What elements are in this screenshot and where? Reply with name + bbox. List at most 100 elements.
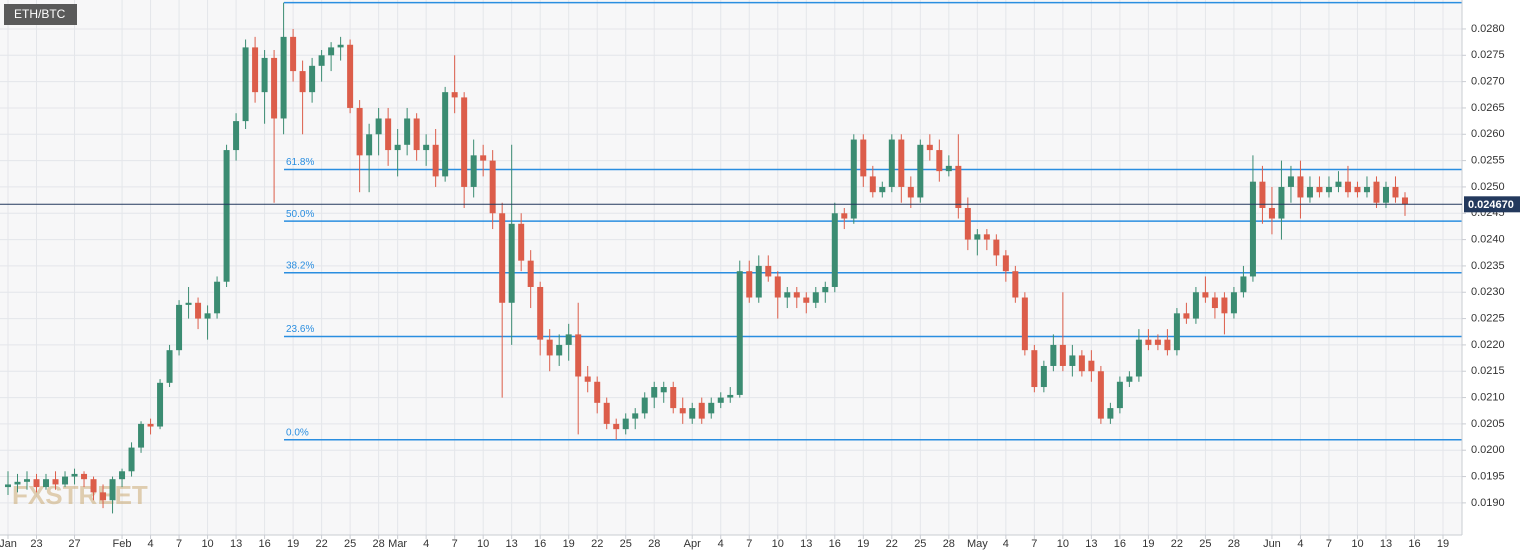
candle-body <box>185 302 192 305</box>
x-tick-label: 13 <box>230 538 242 550</box>
candle-body <box>860 139 867 177</box>
candle-body <box>309 65 316 93</box>
y-tick-label: 0.0270 <box>1471 76 1505 88</box>
candle-body <box>347 44 354 108</box>
candle-body <box>328 47 335 56</box>
candle-body <box>90 479 97 493</box>
y-tick-label: 0.0250 <box>1471 181 1505 193</box>
fib-label: 100.0% <box>286 0 320 1</box>
candle-body <box>214 281 221 314</box>
candle-body <box>385 118 392 151</box>
candle-body <box>1059 344 1066 366</box>
x-tick-label: Feb <box>113 538 132 550</box>
candle-body <box>774 276 781 298</box>
candle-body <box>841 213 848 219</box>
candle-body <box>793 292 800 298</box>
y-tick-label: 0.0195 <box>1471 470 1505 482</box>
y-tick-label: 0.0200 <box>1471 444 1505 456</box>
candle-body <box>556 344 563 356</box>
candle-body <box>812 292 819 303</box>
candle-body <box>1040 365 1047 388</box>
candle-body <box>1344 181 1351 193</box>
candle-body <box>803 297 810 303</box>
candle-body <box>299 71 306 93</box>
y-tick-label: 0.0215 <box>1471 365 1505 377</box>
candle-body <box>679 408 686 414</box>
candle-body <box>584 376 591 382</box>
candle-body <box>1287 176 1294 187</box>
candle-body <box>1192 292 1199 319</box>
candle-body <box>974 234 981 240</box>
candle-body <box>147 423 154 427</box>
candle-body <box>138 423 145 448</box>
x-tick-label: 13 <box>1085 538 1097 550</box>
candle-body <box>1202 292 1209 298</box>
candle-body <box>52 479 59 485</box>
candle-body <box>1221 297 1228 314</box>
candle-body <box>1145 339 1152 345</box>
y-tick-label: 0.0190 <box>1471 497 1505 509</box>
candle-body <box>537 286 544 340</box>
x-tick-label: 16 <box>258 538 270 550</box>
candle-body <box>366 134 373 156</box>
candle-body <box>1107 408 1114 419</box>
candle-body <box>1363 186 1370 193</box>
candle-body <box>594 381 601 403</box>
candle-body <box>1240 276 1247 293</box>
candle-body <box>290 36 297 72</box>
candle-body <box>337 44 344 48</box>
x-tick-label: 19 <box>857 538 869 550</box>
candle-body <box>822 286 829 293</box>
candle-body <box>670 387 677 409</box>
candle-body <box>176 304 183 351</box>
candle-body <box>898 139 905 187</box>
candle-body <box>1259 181 1266 208</box>
candle-body <box>71 473 78 477</box>
candle-body <box>660 387 667 393</box>
x-tick-label: 25 <box>620 538 632 550</box>
symbol-box <box>4 4 77 25</box>
x-tick-label: 28 <box>373 538 385 550</box>
candle-body <box>993 239 1000 256</box>
candle-body <box>1335 181 1342 187</box>
y-tick-label: 0.0220 <box>1471 339 1505 351</box>
candle-body <box>1088 360 1095 372</box>
candle-body <box>508 223 515 303</box>
candle-body <box>983 234 990 240</box>
candle-body <box>100 492 107 501</box>
x-tick-label: 25 <box>344 538 356 550</box>
x-tick-label: 16 <box>1114 538 1126 550</box>
candle-body <box>271 57 278 119</box>
candle-body <box>81 473 88 480</box>
candle-body <box>1297 176 1304 198</box>
candle-body <box>1325 186 1332 193</box>
candle-body <box>784 292 791 298</box>
candle-body <box>641 397 648 414</box>
x-tick-label: Mar <box>388 538 407 550</box>
x-tick-label: Jan <box>0 538 17 550</box>
x-tick-label: 10 <box>1351 538 1363 550</box>
candle-body <box>546 339 553 356</box>
candle-body <box>727 394 734 398</box>
x-tick-label: 23 <box>30 538 42 550</box>
x-tick-label: 4 <box>718 538 724 550</box>
candle-body <box>166 350 173 383</box>
candle-body <box>651 387 658 398</box>
candle-body <box>461 97 468 187</box>
x-tick-label: 10 <box>772 538 784 550</box>
plot-background <box>0 0 1462 535</box>
candle-body <box>613 423 620 430</box>
x-tick-label: 28 <box>648 538 660 550</box>
candle-body <box>119 471 126 480</box>
candle-body <box>157 382 164 427</box>
candle-body <box>470 155 477 187</box>
x-tick-label: 7 <box>746 538 752 550</box>
candle-body <box>1078 355 1085 372</box>
candle-body <box>632 413 639 419</box>
x-tick-label: 19 <box>287 538 299 550</box>
candle-body <box>109 479 116 501</box>
candle-body <box>736 271 743 395</box>
x-tick-label: 13 <box>506 538 518 550</box>
